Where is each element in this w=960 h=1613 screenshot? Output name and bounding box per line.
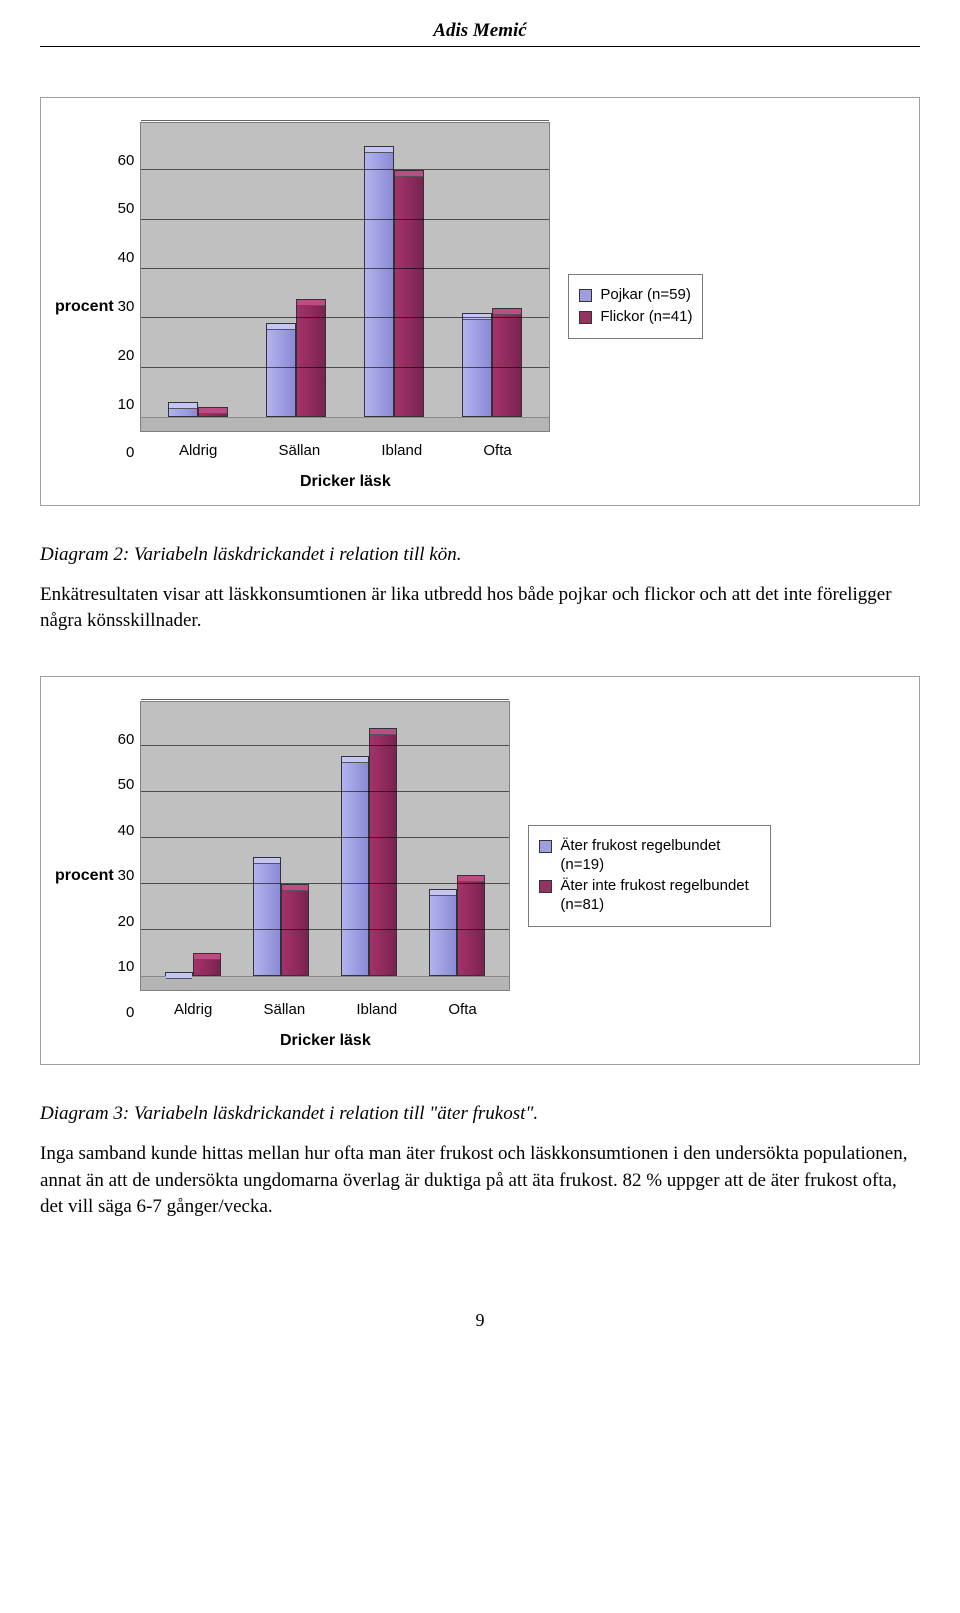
x-tick-label: Aldrig bbox=[179, 442, 217, 459]
bar-group bbox=[364, 146, 424, 417]
bar bbox=[462, 313, 492, 417]
legend-swatch bbox=[579, 289, 592, 302]
chart2-bars bbox=[141, 702, 509, 976]
legend-item: Äter frukost regelbundet (n=19) bbox=[539, 837, 760, 875]
legend-swatch bbox=[579, 311, 592, 324]
bar bbox=[165, 972, 193, 977]
chart2-legend: Äter frukost regelbundet (n=19)Äter inte… bbox=[528, 825, 771, 927]
caption-1: Diagram 2: Variabeln läskdrickandet i re… bbox=[40, 544, 920, 566]
paragraph-2: Inga samband kunde hittas mellan hur oft… bbox=[40, 1141, 920, 1220]
legend-swatch bbox=[539, 880, 552, 893]
bar bbox=[364, 146, 394, 417]
y-tick-label: 40 bbox=[118, 822, 135, 839]
gridline bbox=[141, 219, 549, 220]
y-tick-label: 30 bbox=[118, 298, 135, 315]
bar bbox=[253, 857, 281, 977]
bar-group bbox=[429, 875, 485, 976]
chart1-x-title: Dricker läsk bbox=[140, 473, 550, 491]
bar-group bbox=[462, 308, 522, 417]
caption-2: Diagram 3: Variabeln läskdrickandet i re… bbox=[40, 1103, 920, 1125]
x-tick-label: Aldrig bbox=[174, 1001, 212, 1018]
chart2-x-ticks: Aldrig Sällan Ibland Ofta bbox=[140, 1001, 510, 1018]
author-header: Adis Memić bbox=[40, 20, 920, 47]
legend-item: Pojkar (n=59) bbox=[579, 286, 692, 305]
x-tick-label: Ofta bbox=[483, 442, 511, 459]
chart2-y-ticks: 60 50 40 30 20 10 0 bbox=[118, 731, 141, 1021]
legend-item: Flickor (n=41) bbox=[579, 308, 692, 327]
y-tick-label: 60 bbox=[118, 731, 135, 748]
y-tick-label: 10 bbox=[118, 958, 135, 975]
chart1-floor bbox=[141, 417, 549, 431]
x-tick-label: Ibland bbox=[356, 1001, 397, 1018]
gridline bbox=[141, 791, 509, 792]
gridline bbox=[141, 929, 509, 930]
chart1-x-ticks: Aldrig Sällan Ibland Ofta bbox=[140, 442, 550, 459]
bar bbox=[341, 756, 369, 977]
bar-group bbox=[341, 728, 397, 976]
bar bbox=[266, 323, 296, 417]
page-number: 9 bbox=[40, 1310, 920, 1331]
y-tick-label: 20 bbox=[118, 913, 135, 930]
bar bbox=[198, 407, 228, 417]
x-tick-label: Ofta bbox=[448, 1001, 476, 1018]
y-tick-label: 50 bbox=[118, 200, 135, 217]
chart1-bars bbox=[141, 123, 549, 417]
legend-label: Pojkar (n=59) bbox=[600, 286, 690, 305]
bar bbox=[492, 308, 522, 417]
bar bbox=[168, 402, 198, 417]
y-tick-label: 40 bbox=[118, 249, 135, 266]
gridline bbox=[141, 745, 509, 746]
chart2-x-title: Dricker läsk bbox=[140, 1032, 510, 1050]
gridline bbox=[141, 699, 509, 700]
bar bbox=[193, 953, 221, 976]
y-tick-label: 50 bbox=[118, 776, 135, 793]
legend-item: Äter inte frukost regelbundet (n=81) bbox=[539, 877, 760, 915]
bar bbox=[281, 884, 309, 976]
x-tick-label: Sällan bbox=[278, 442, 320, 459]
legend-label: Flickor (n=41) bbox=[600, 308, 692, 327]
gridline bbox=[141, 120, 549, 121]
bar bbox=[457, 875, 485, 976]
gridline bbox=[141, 367, 549, 368]
chart-2: procent 60 50 40 30 20 10 0 Aldrig Sällan Ibland… bbox=[40, 676, 920, 1065]
bar-group bbox=[165, 953, 221, 976]
chart2-plot bbox=[140, 701, 510, 991]
chart2-y-title: procent bbox=[55, 867, 114, 885]
chart1-y-title: procent bbox=[55, 298, 114, 316]
legend-swatch bbox=[539, 840, 552, 853]
x-tick-label: Sällan bbox=[263, 1001, 305, 1018]
y-tick-label: 20 bbox=[118, 347, 135, 364]
bar-group bbox=[168, 402, 228, 417]
y-tick-label: 60 bbox=[118, 152, 135, 169]
bar bbox=[394, 170, 424, 417]
gridline bbox=[141, 317, 549, 318]
paragraph-1: Enkätresultaten visar att läskkonsumtion… bbox=[40, 582, 920, 634]
chart2-floor bbox=[141, 976, 509, 990]
x-tick-label: Ibland bbox=[381, 442, 422, 459]
bar-group bbox=[253, 857, 309, 977]
gridline bbox=[141, 169, 549, 170]
chart-1: procent 60 50 40 30 20 10 0 Aldrig Sällan Ibland… bbox=[40, 97, 920, 506]
y-tick-label: 10 bbox=[118, 396, 135, 413]
y-tick-label: 0 bbox=[126, 1004, 134, 1021]
gridline bbox=[141, 883, 509, 884]
chart1-legend: Pojkar (n=59) Flickor (n=41) bbox=[568, 274, 703, 339]
bar bbox=[369, 728, 397, 976]
legend-label: Äter frukost regelbundet (n=19) bbox=[560, 837, 760, 875]
chart1-y-ticks: 60 50 40 30 20 10 0 bbox=[118, 152, 141, 462]
chart1-plot bbox=[140, 122, 550, 432]
bar bbox=[429, 889, 457, 976]
gridline bbox=[141, 268, 549, 269]
y-tick-label: 30 bbox=[118, 867, 135, 884]
legend-label: Äter inte frukost regelbundet (n=81) bbox=[560, 877, 760, 915]
gridline bbox=[141, 837, 509, 838]
y-tick-label: 0 bbox=[126, 444, 134, 461]
